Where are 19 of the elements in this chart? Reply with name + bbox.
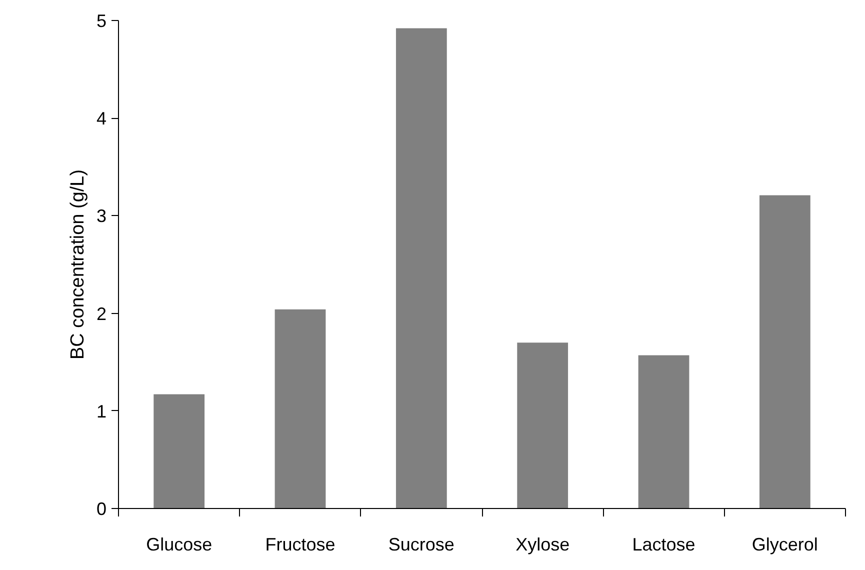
bar [396, 28, 447, 508]
bar [517, 342, 568, 508]
x-tick-label: Glucose [146, 534, 212, 554]
y-tick-label: 4 [96, 108, 107, 129]
bar [274, 309, 326, 508]
x-tick-label: Lactose [632, 534, 696, 554]
y-tick-label: 1 [96, 401, 107, 422]
y-tick-label: 5 [96, 11, 107, 31]
bar [154, 394, 205, 508]
x-tick-label: Xylose [516, 534, 570, 554]
y-tick-label: 3 [96, 206, 107, 226]
bar [759, 195, 810, 508]
y-tick-label: 2 [96, 304, 107, 324]
x-tick-label: Glycerol [752, 534, 818, 554]
y-axis-title: BC concentration (g/L) [67, 169, 88, 360]
y-tick-label: 0 [96, 499, 107, 519]
x-tick-label: Fructose [265, 534, 336, 554]
bar [638, 355, 690, 508]
x-tick-label: Sucrose [388, 534, 454, 554]
